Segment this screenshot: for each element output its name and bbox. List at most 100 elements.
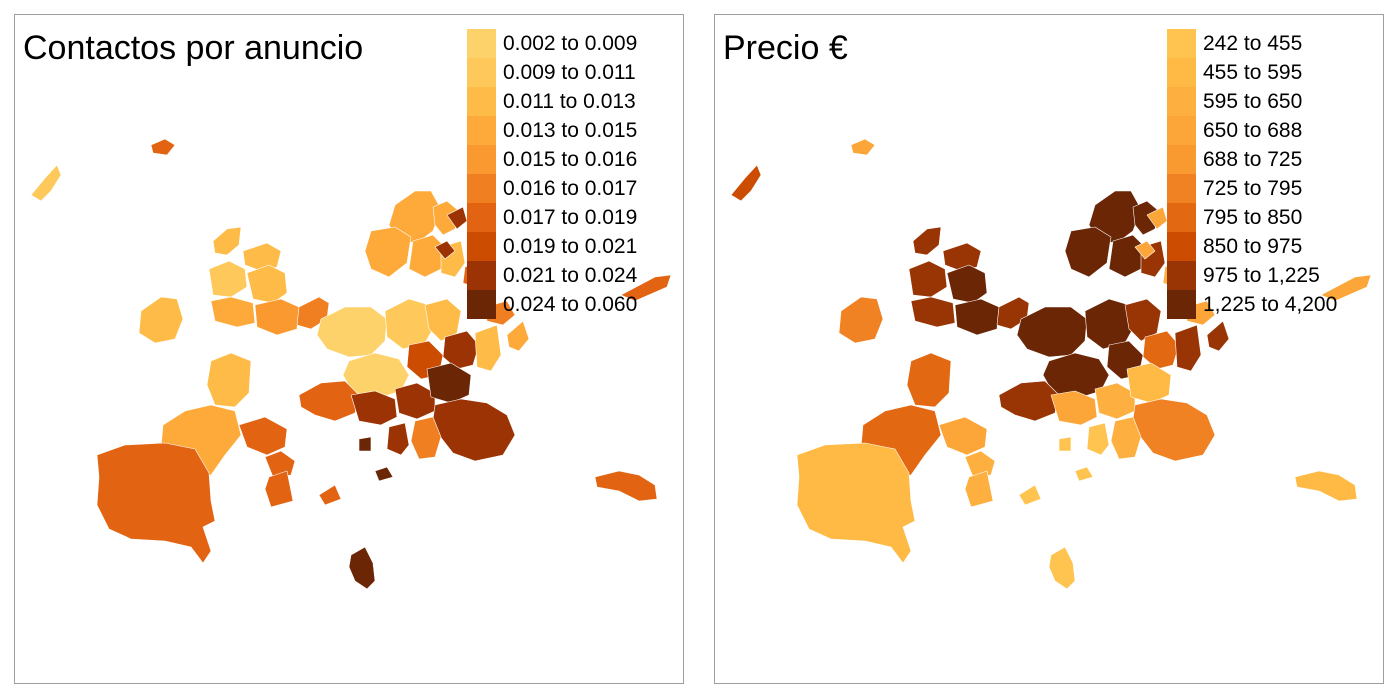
map-region <box>998 380 1060 422</box>
legend-swatch <box>1167 145 1196 174</box>
map-title: Contactos por anuncio <box>23 29 364 67</box>
legend-label: 0.021 to 0.024 <box>503 264 638 287</box>
map-region <box>374 466 394 482</box>
map-region <box>946 264 988 304</box>
legend-label: 725 to 795 <box>1203 177 1303 200</box>
map-region <box>838 296 884 344</box>
map-region <box>238 416 288 456</box>
map-region <box>254 298 300 336</box>
map-region <box>432 398 516 462</box>
map-region <box>506 320 530 352</box>
legend-label: 242 to 455 <box>1203 32 1303 55</box>
choropleth-map-contacts <box>30 138 672 590</box>
legend-swatch <box>467 290 496 319</box>
legend-label: 0.009 to 0.011 <box>503 61 636 84</box>
map-region <box>358 436 372 452</box>
map-region <box>394 382 436 420</box>
map-region <box>1132 200 1160 236</box>
legend-label: 0.016 to 0.017 <box>503 177 638 200</box>
map-region <box>1294 470 1358 502</box>
map-region <box>434 240 456 260</box>
legend-swatch <box>1167 29 1196 58</box>
map-panel-contacts: Contactos por anuncio 0.002 to 0.009 0.0… <box>14 14 684 684</box>
legend-swatch <box>1167 290 1196 319</box>
legend-label: 455 to 595 <box>1203 61 1303 84</box>
map-title: Precio € <box>723 29 848 67</box>
map-region <box>212 226 242 256</box>
map-region <box>1110 416 1142 460</box>
legend-swatch <box>467 29 496 58</box>
legend-swatch <box>467 261 496 290</box>
map-region <box>96 442 216 564</box>
legend-label: 0.015 to 0.016 <box>503 148 638 171</box>
legend-label: 975 to 1,225 <box>1203 264 1320 287</box>
legend-swatch <box>1167 87 1196 116</box>
map-region <box>1018 484 1042 506</box>
map-region <box>1064 226 1112 278</box>
legend-swatch <box>1167 116 1196 145</box>
legend-swatch <box>1167 203 1196 232</box>
map-region <box>348 546 376 590</box>
legend-label: 795 to 850 <box>1203 206 1303 229</box>
map-region <box>432 200 460 236</box>
map-region <box>910 296 956 328</box>
map-region <box>474 324 502 372</box>
map-region <box>316 306 388 358</box>
legend-label: 0.017 to 0.019 <box>503 206 638 229</box>
map-region <box>954 298 1000 336</box>
legend-swatch <box>467 203 496 232</box>
map-region <box>384 298 436 350</box>
map-region <box>1132 398 1216 462</box>
map-region <box>1074 466 1094 482</box>
map-region <box>1134 240 1156 260</box>
map-region <box>364 226 412 278</box>
map-region <box>1142 330 1180 370</box>
map-region <box>442 330 480 370</box>
map-region <box>964 470 994 508</box>
map-region <box>964 450 996 478</box>
map-region <box>246 264 288 304</box>
map-region <box>150 138 176 156</box>
legend-label: 0.011 to 0.013 <box>503 90 636 113</box>
map-region <box>386 422 410 456</box>
legend-label: 650 to 688 <box>1203 119 1303 142</box>
map-region <box>264 470 294 508</box>
legend-swatch <box>1167 174 1196 203</box>
map-region <box>1206 320 1230 352</box>
map-region <box>594 470 658 502</box>
legend-swatch <box>467 116 496 145</box>
map-region <box>424 298 462 342</box>
map-region <box>850 138 876 156</box>
legend-label: 850 to 975 <box>1203 235 1303 258</box>
map-region <box>298 380 360 422</box>
choropleth-map-price <box>730 138 1372 590</box>
legend-swatch <box>1167 58 1196 87</box>
legend-swatch <box>467 87 496 116</box>
map-region <box>730 164 762 202</box>
map-region <box>350 390 398 426</box>
map-region <box>408 234 446 278</box>
legend-swatch <box>1167 232 1196 261</box>
map-region <box>242 242 282 272</box>
map-region <box>1094 382 1136 420</box>
legend-label: 0.002 to 0.009 <box>503 32 638 55</box>
legend-label: 688 to 725 <box>1203 148 1303 171</box>
map-region <box>620 274 672 302</box>
map-region <box>1174 324 1202 372</box>
map-region <box>906 352 952 408</box>
map-region <box>1048 546 1076 590</box>
legend-swatch <box>467 58 496 87</box>
map-region <box>1124 298 1162 342</box>
legend-swatch <box>467 232 496 261</box>
map-panel-price: Precio € 242 to 455 455 to 595 595 to 65… <box>714 14 1384 684</box>
map-region <box>1084 298 1136 350</box>
map-region <box>1086 422 1110 456</box>
legend-swatch <box>467 174 496 203</box>
map-region <box>318 484 342 506</box>
map-region <box>264 450 296 478</box>
map-region <box>938 416 988 456</box>
map-region <box>410 416 442 460</box>
map-region <box>1016 306 1088 358</box>
map-region <box>1108 234 1146 278</box>
map-region <box>796 442 916 564</box>
